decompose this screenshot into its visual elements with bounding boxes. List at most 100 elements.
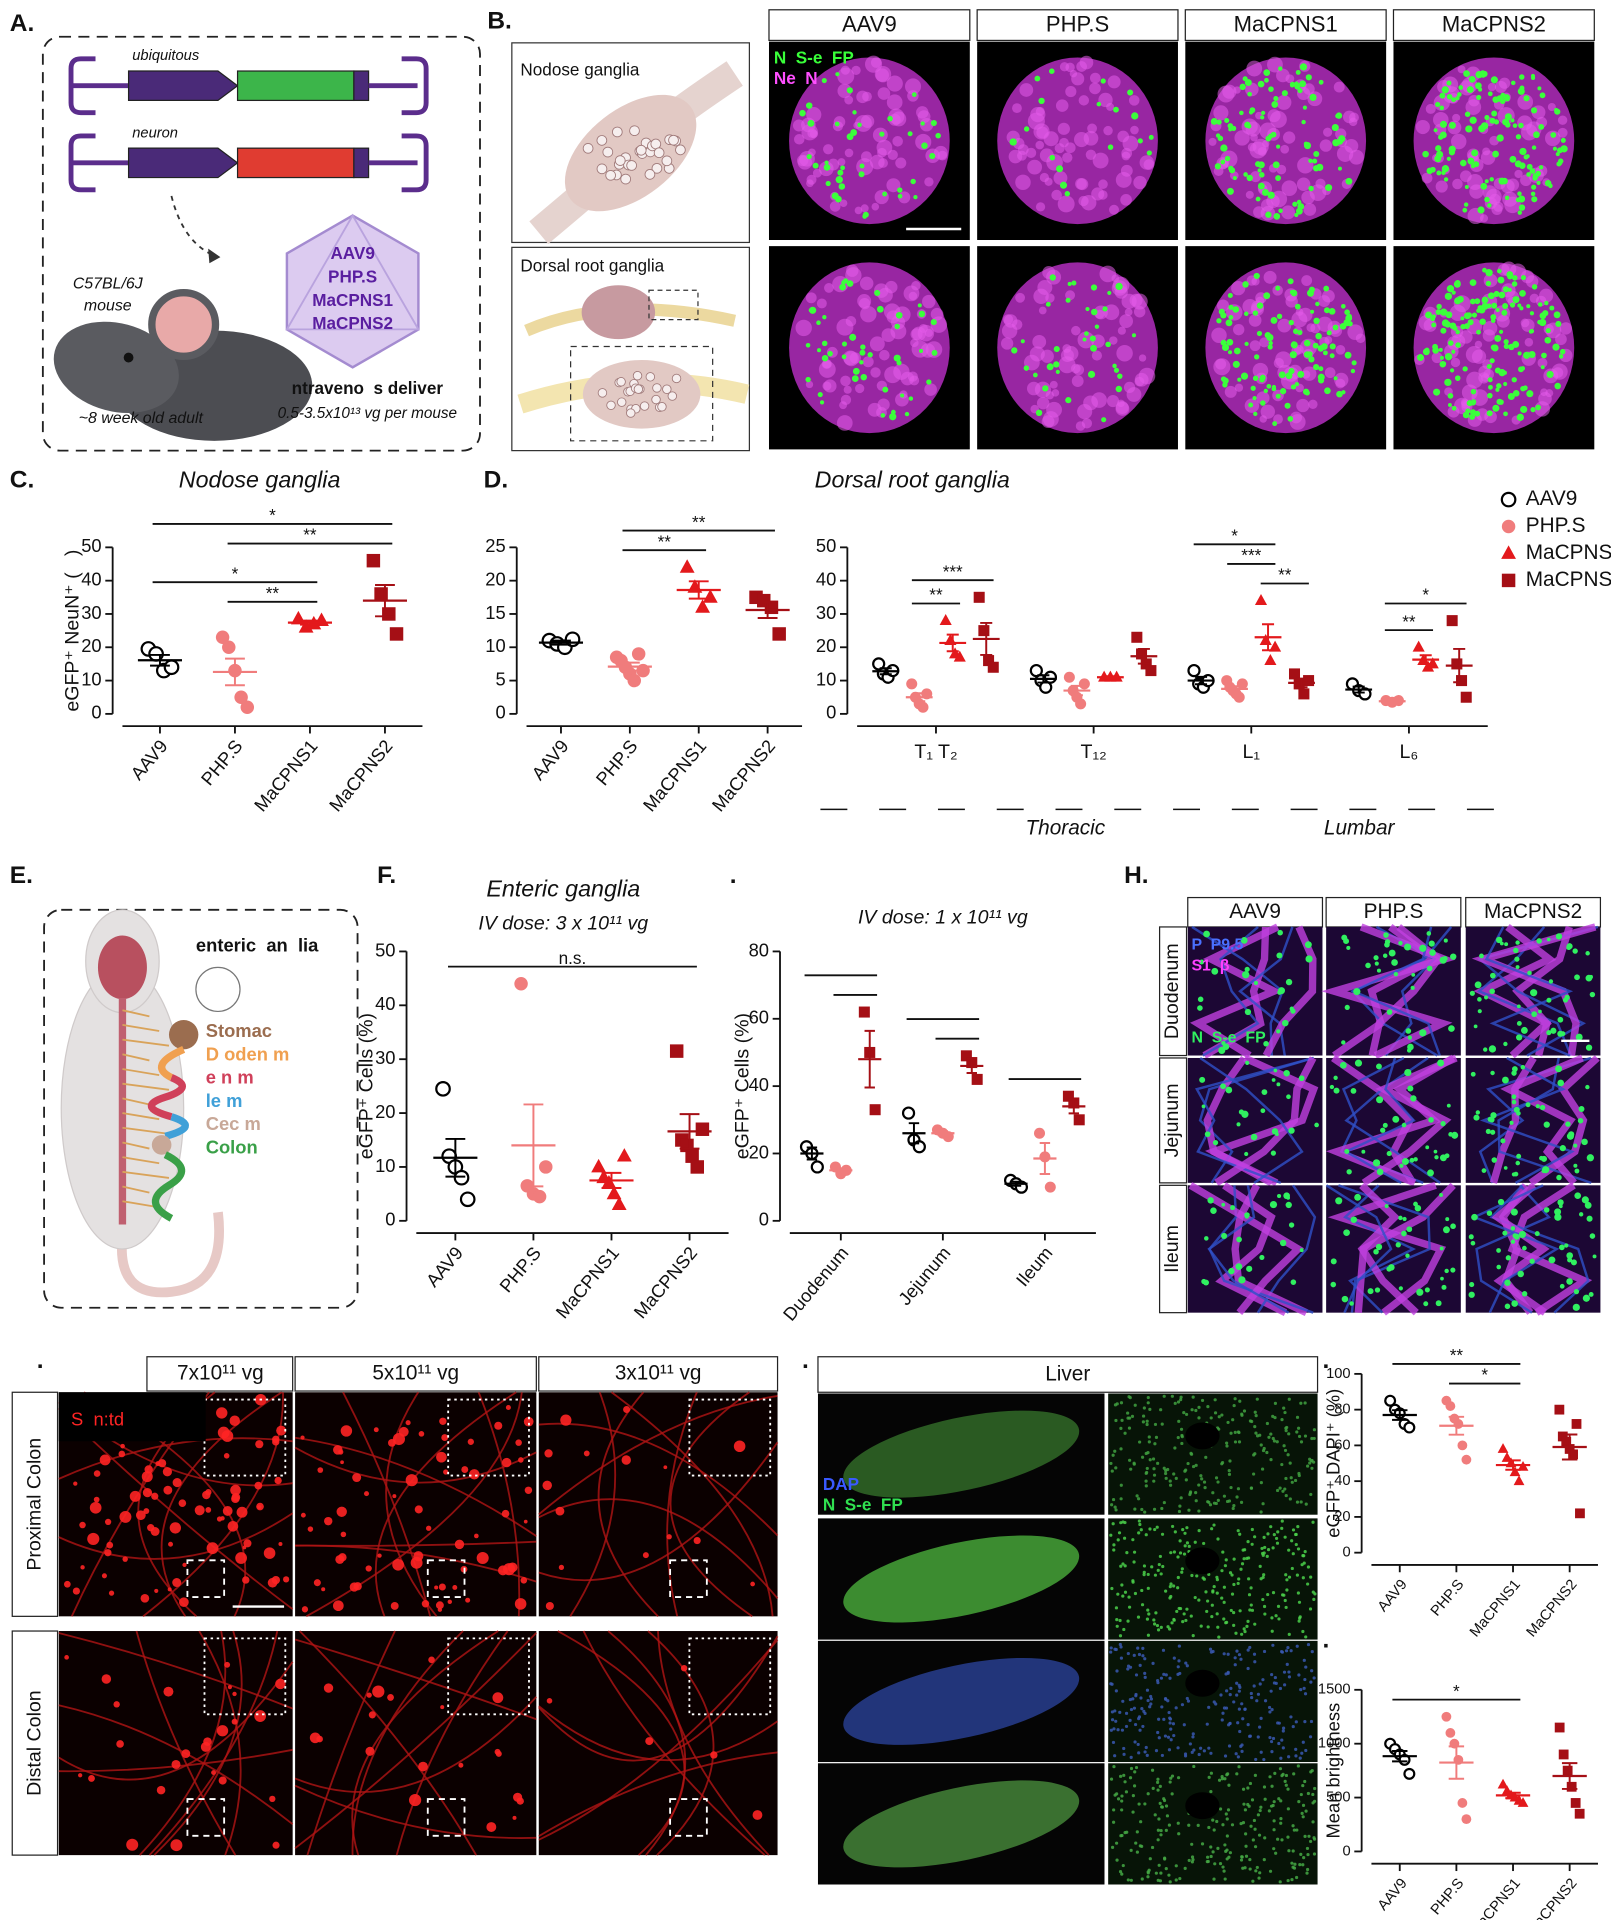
row-label-box: [11, 1391, 59, 1617]
duodenum: [158, 1046, 186, 1081]
hepatocyte: [1175, 1609, 1179, 1614]
cell-red: [507, 1562, 518, 1573]
error-bar: [601, 1171, 622, 1189]
cell-green: [1470, 163, 1476, 169]
nerve: [122, 1141, 150, 1150]
hepatocyte: [1205, 1609, 1209, 1614]
hepatocyte: [1243, 1707, 1247, 1711]
cell-red: [435, 1601, 444, 1610]
hepatocyte: [1259, 1510, 1263, 1514]
cell-green: [1441, 319, 1450, 327]
cell-green: [1480, 182, 1488, 190]
cell: [1138, 367, 1156, 385]
x-tick-label: PHP.S: [197, 735, 247, 789]
cell-green: [1426, 965, 1433, 972]
cell-green: [1451, 1131, 1459, 1139]
cell-red: [211, 1770, 216, 1775]
error-bar: [688, 580, 709, 600]
cell-green: [1480, 122, 1489, 130]
cell: [892, 136, 903, 147]
error-bar: [980, 621, 993, 656]
hepatocyte: [1152, 1467, 1156, 1471]
y-tick-label: 40: [816, 569, 836, 590]
cell-green: [1222, 377, 1229, 385]
hepatocyte: [1276, 1604, 1281, 1608]
cell-green: [1325, 184, 1333, 192]
hepatocyte: [1311, 1792, 1315, 1797]
hepatocyte: [1208, 1503, 1213, 1507]
cell: [845, 267, 862, 284]
cell-green: [1448, 1132, 1453, 1137]
hepatocyte: [1286, 1453, 1290, 1457]
cell-green: [1401, 1122, 1407, 1128]
hepatocyte: [1174, 1706, 1178, 1710]
hepatocyte: [1251, 1838, 1255, 1842]
cell: [1301, 370, 1311, 379]
cell-green: [1330, 1281, 1337, 1288]
cell: [1083, 130, 1099, 146]
cell-green: [1239, 83, 1246, 90]
cell: [1536, 116, 1548, 128]
hepatocyte: [1122, 1752, 1126, 1756]
point: [1236, 678, 1248, 690]
hepatocyte: [1197, 1416, 1201, 1420]
cell-green: [1228, 1267, 1235, 1275]
cell-green: [1398, 1286, 1403, 1291]
point: [453, 1169, 470, 1186]
hepatocyte: [1273, 1771, 1277, 1775]
cell-green: [1469, 298, 1476, 305]
cell-green: [846, 133, 854, 141]
hepatocyte: [1269, 1432, 1273, 1436]
hepatocyte: [1301, 1863, 1305, 1867]
cell-green: [1257, 168, 1262, 173]
hepatocyte: [1109, 1461, 1113, 1466]
cell-red: [544, 1449, 553, 1458]
cell: [1452, 178, 1463, 190]
cell-green: [1264, 77, 1269, 83]
cell-green: [1492, 404, 1500, 412]
neuron: [668, 134, 679, 146]
cell-green: [1402, 1216, 1407, 1222]
hepatocyte: [1158, 1801, 1162, 1805]
error-bar: [1039, 1142, 1051, 1175]
hepatocyte: [1214, 1501, 1218, 1506]
hepatocyte: [1258, 1433, 1262, 1437]
cell-green: [1220, 312, 1227, 319]
y-tick-label: 20: [749, 1141, 769, 1162]
cell-green: [1232, 360, 1240, 368]
cell-red: [621, 1455, 631, 1465]
cell-green: [1528, 350, 1536, 358]
cell-green: [1512, 390, 1520, 397]
hepatocyte: [1126, 1664, 1131, 1668]
point: [606, 1185, 622, 1200]
hepatocyte: [1213, 1411, 1218, 1415]
y-tick-label: 0: [1342, 1843, 1350, 1859]
hepatocyte: [1143, 1750, 1147, 1754]
cell-green: [1490, 1070, 1495, 1076]
hepatocyte: [1289, 1649, 1293, 1653]
cell: [1347, 324, 1364, 340]
cell-green: [1515, 197, 1521, 203]
cell-green: [1436, 303, 1442, 310]
cell: [877, 147, 887, 158]
hepatocyte: [1214, 1702, 1218, 1706]
neuron: [629, 125, 640, 137]
hepatocyte: [1133, 1722, 1138, 1727]
cell: [886, 178, 901, 193]
fiber: [538, 1639, 779, 1841]
hepatocyte: [1295, 1573, 1299, 1577]
fiber: [294, 1638, 537, 1721]
hepatocyte: [1123, 1431, 1127, 1435]
cell: [1233, 323, 1245, 336]
significance-label: ***: [1241, 545, 1261, 565]
point: [1501, 545, 1516, 559]
hepatocyte: [1221, 1823, 1225, 1827]
hepatocyte: [1283, 1487, 1287, 1491]
cell-green: [1333, 1087, 1340, 1094]
cell-green: [1516, 1034, 1523, 1041]
cell-green: [1404, 1068, 1412, 1077]
cell-red: [418, 1761, 428, 1772]
hepatocyte: [1170, 1792, 1174, 1796]
hepatocyte: [1144, 1451, 1148, 1456]
cell-green: [1273, 1068, 1278, 1073]
